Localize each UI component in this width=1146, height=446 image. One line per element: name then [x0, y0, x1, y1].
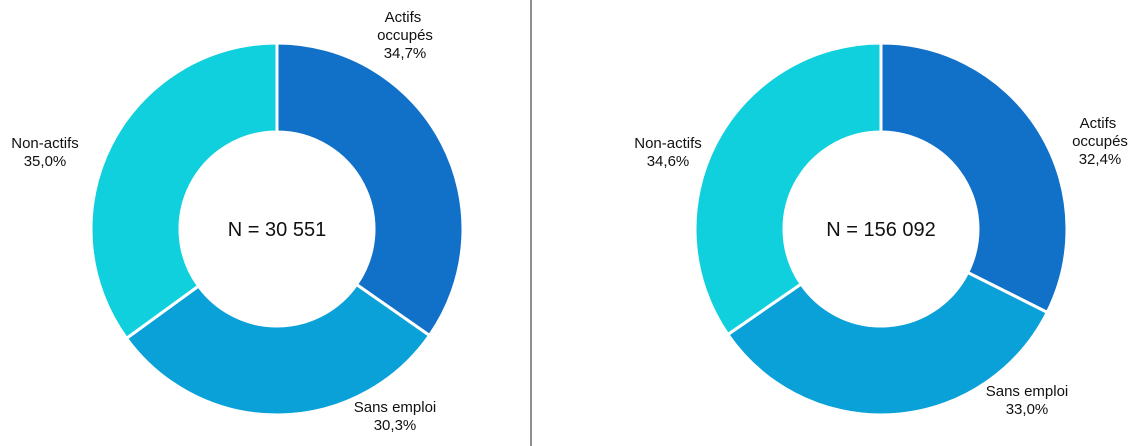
category-label: Non-actifs	[634, 135, 702, 152]
category-label: Sans emploi	[986, 383, 1069, 400]
label-line: occupés	[1072, 133, 1128, 150]
label-line: occupés	[377, 27, 433, 44]
donut-segment	[725, 270, 1050, 417]
center-annotation: N = 30 551	[228, 219, 326, 241]
donut-segment	[879, 41, 1069, 315]
donut-segment	[89, 41, 279, 341]
value-label: 35,0%	[24, 153, 67, 170]
value-label: 30,3%	[374, 417, 417, 434]
value-label: 34,7%	[384, 45, 427, 62]
category-label: Non-actifs	[11, 135, 79, 152]
value-label: 34,6%	[647, 153, 690, 170]
value-label: 32,4%	[1079, 151, 1122, 168]
donut-segment	[693, 41, 883, 337]
label-line: Actifs	[1080, 115, 1121, 132]
donut-segment	[124, 282, 432, 417]
label-line: Actifs	[385, 9, 426, 26]
value-label: 33,0%	[1006, 401, 1049, 418]
center-annotation: N = 156 092	[826, 219, 936, 241]
category-label: Sans emploi	[354, 399, 437, 416]
category-label: Actifs occupés	[1072, 115, 1128, 150]
donut-segment	[275, 41, 465, 338]
category-label: Actifs occupés	[377, 9, 433, 44]
